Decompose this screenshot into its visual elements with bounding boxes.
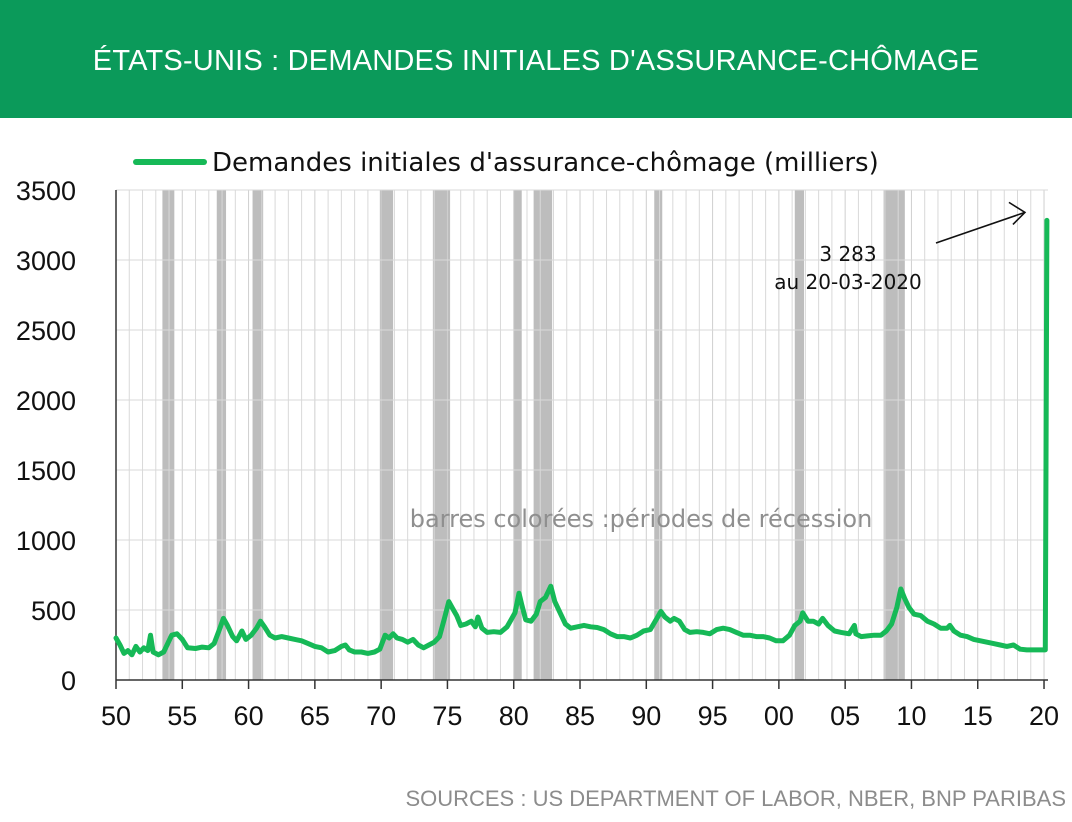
y-tick-label: 3000 <box>16 246 76 276</box>
y-tick-label: 2000 <box>16 386 76 416</box>
x-tick-label: 95 <box>698 701 728 731</box>
annotation-arrow <box>935 211 1026 244</box>
recession-bar <box>654 190 663 680</box>
chart-title: ÉTATS-UNIS : DEMANDES INITIALES D'ASSURA… <box>92 45 980 77</box>
recession-bar <box>216 190 227 680</box>
annotation-date: au 20-03-2020 <box>774 270 922 294</box>
y-tick-label: 1500 <box>16 456 76 486</box>
series-layer <box>113 217 1050 658</box>
recession-bar <box>533 190 553 680</box>
x-tick-label: 75 <box>432 701 462 731</box>
y-tick-label: 0 <box>61 666 76 696</box>
x-tick-label: 10 <box>896 701 926 731</box>
annotation-arrowhead <box>1008 201 1027 225</box>
recession-bar <box>252 190 264 680</box>
series-line <box>113 217 1050 658</box>
legend-label: Demandes initiales d'assurance-chômage (… <box>212 148 879 178</box>
grid <box>116 189 1048 680</box>
recession-bar <box>794 190 805 680</box>
annotation-value: 3 283 <box>819 242 876 266</box>
x-tick-label: 90 <box>631 701 661 731</box>
y-tick-label: 3500 <box>16 176 76 206</box>
x-tick-label: 15 <box>963 701 993 731</box>
recession-bar <box>513 190 522 680</box>
y-tick-label: 500 <box>31 596 76 626</box>
x-tick-label: 70 <box>366 701 396 731</box>
x-tick-label: 55 <box>167 701 197 731</box>
source-note: SOURCES : US DEPARTMENT OF LABOR, NBER, … <box>405 786 1066 811</box>
x-tick-label: 20 <box>1029 701 1059 731</box>
recession-note: barres colorées :périodes de récession <box>410 505 873 533</box>
x-tick-label: 80 <box>499 701 529 731</box>
x-tick-label: 05 <box>830 701 860 731</box>
recession-bar <box>883 190 905 680</box>
recession-bar <box>162 190 175 680</box>
recession-bars <box>162 190 905 680</box>
x-tick-label: 60 <box>234 701 264 731</box>
recession-bar <box>432 190 451 680</box>
title-banner <box>0 0 1072 118</box>
recession-bar <box>379 190 394 680</box>
x-tick-label: 00 <box>764 701 794 731</box>
y-tick-label: 2500 <box>16 316 76 346</box>
y-tick-label: 1000 <box>16 526 76 556</box>
x-tick-label: 50 <box>101 701 131 731</box>
x-tick-label: 65 <box>300 701 330 731</box>
labels: Demandes initiales d'assurance-chômage (… <box>133 148 1027 533</box>
x-tick-label: 85 <box>565 701 595 731</box>
